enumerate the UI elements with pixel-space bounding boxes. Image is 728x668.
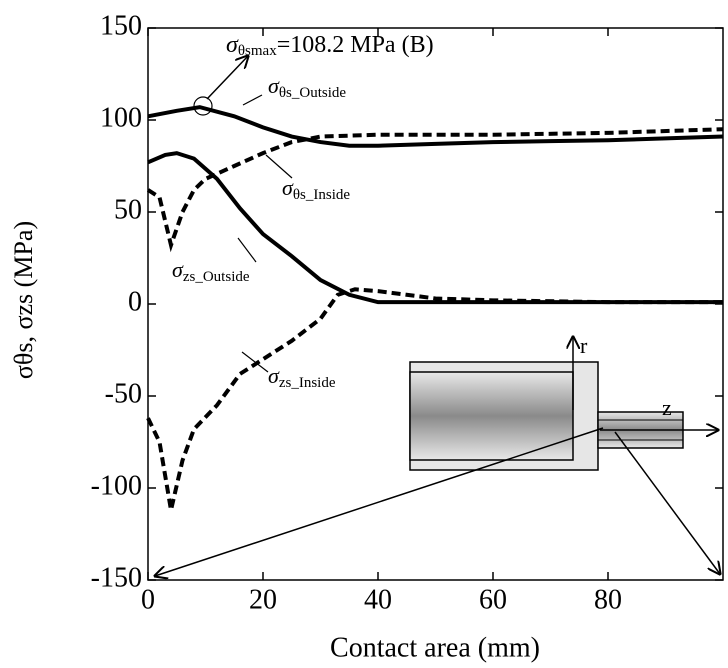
leader-line <box>265 154 293 179</box>
inset-label: z <box>662 395 672 420</box>
x-axis-label: Contact area (mm) <box>330 632 540 663</box>
y-axis-label: σθs, σzs (MPa) <box>9 221 38 379</box>
leader-line <box>242 94 263 106</box>
y-tick-label: -100 <box>91 470 142 501</box>
annotation-arrow <box>206 56 248 100</box>
inset-label: r <box>580 333 588 358</box>
y-tick-label: 150 <box>100 10 142 41</box>
legend-label: σθs_Inside <box>282 175 350 203</box>
x-tick-label: 20 <box>249 584 277 615</box>
y-tick-label: 100 <box>100 102 142 133</box>
leader-line <box>241 351 269 373</box>
series-line <box>147 151 723 305</box>
series-line <box>146 127 724 253</box>
series-line <box>147 105 724 148</box>
legend-label: σθs_Outside <box>268 73 346 101</box>
inset-diagram: r z <box>155 333 720 576</box>
legend-label: σzs_Outside <box>172 257 250 285</box>
series-line <box>146 287 723 511</box>
x-tick-label: 0 <box>141 584 155 615</box>
y-tick-label: 50 <box>114 194 142 225</box>
max-marker <box>193 96 213 116</box>
y-tick-label: -150 <box>91 562 142 593</box>
x-tick-label: 60 <box>479 584 507 615</box>
x-tick-label: 40 <box>364 584 392 615</box>
leader-line <box>237 237 257 263</box>
annotation: σθsmax=108.2 MPa (B) <box>226 32 434 60</box>
x-tick-label: 80 <box>594 584 622 615</box>
y-tick-label: -50 <box>105 378 142 409</box>
legend-label: σzs_Inside <box>268 363 336 391</box>
y-tick-label: 0 <box>128 286 142 317</box>
